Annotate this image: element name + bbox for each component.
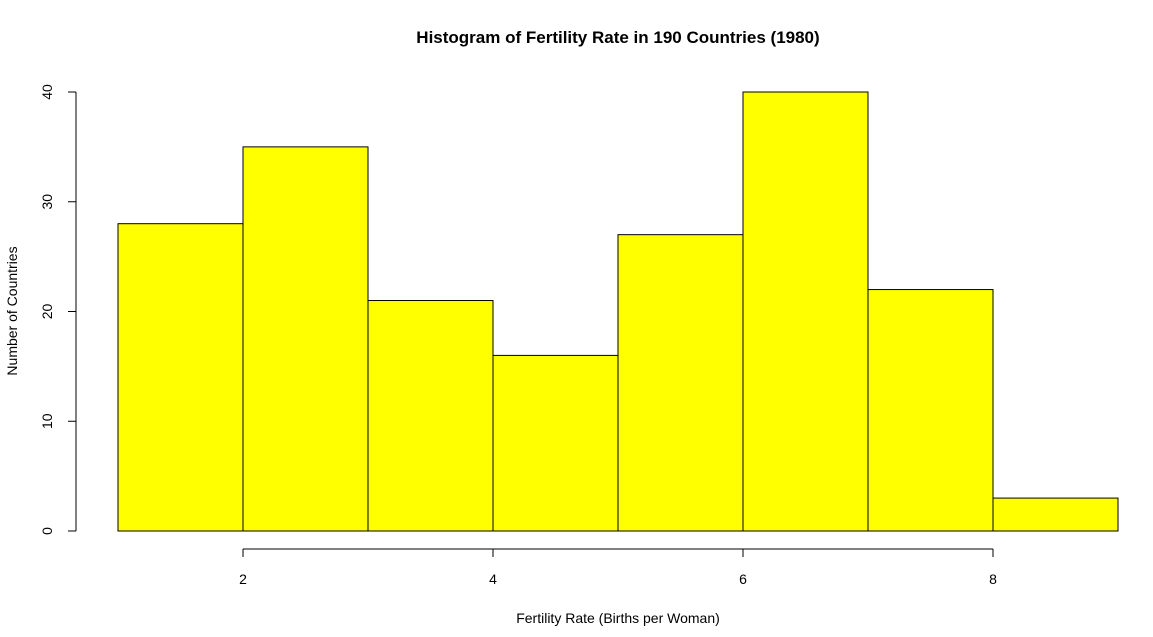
y-tick-label: 0	[39, 527, 55, 535]
histogram-bar	[367, 300, 494, 532]
chart-title: Histogram of Fertility Rate in 190 Count…	[416, 28, 819, 47]
y-axis-label: Number of Countries	[4, 246, 20, 375]
histogram-bar	[617, 234, 744, 532]
histogram-bar	[867, 289, 994, 532]
y-tick-label: 40	[39, 84, 55, 100]
x-axis: 2 4 6 8	[239, 548, 997, 587]
histogram-bar	[992, 497, 1119, 532]
x-tick-label: 6	[739, 571, 747, 587]
y-tick-label: 10	[39, 413, 55, 429]
x-axis-label: Fertility Rate (Births per Woman)	[516, 610, 720, 626]
bars-group	[117, 91, 1119, 532]
histogram-bar	[492, 354, 619, 532]
y-tick-label: 30	[39, 194, 55, 210]
y-tick-label: 20	[39, 304, 55, 320]
y-axis: 0 10 20 30 40	[39, 84, 77, 535]
x-tick-label: 4	[489, 571, 497, 587]
histogram-bar	[742, 91, 869, 532]
histogram-bar	[242, 146, 369, 532]
x-tick-label: 2	[239, 571, 247, 587]
x-tick-label: 8	[989, 571, 997, 587]
histogram-bar	[117, 223, 244, 532]
